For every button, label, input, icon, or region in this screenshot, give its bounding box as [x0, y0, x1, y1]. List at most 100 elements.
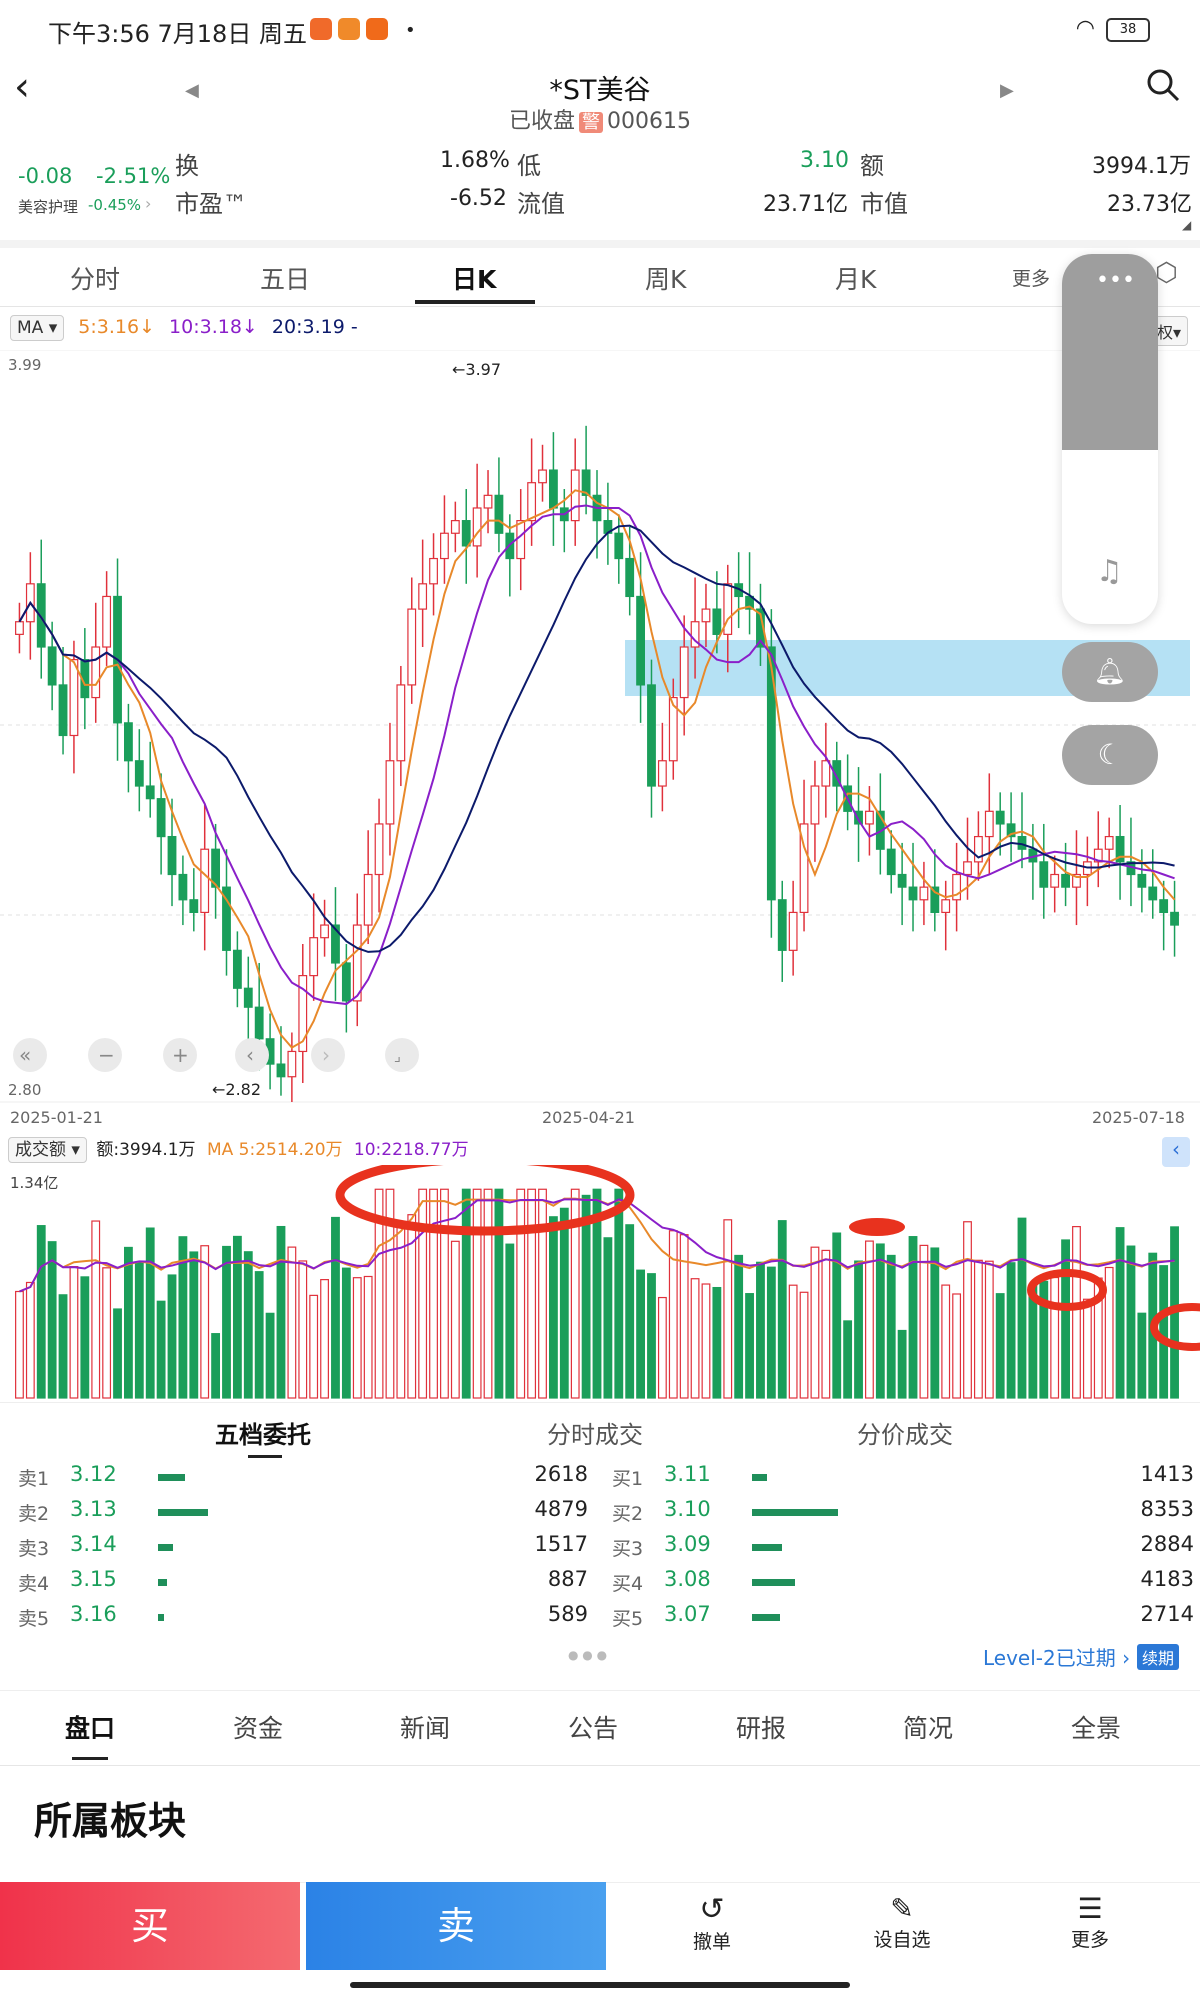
volume-bar — [963, 1221, 972, 1399]
volume-bar — [636, 1269, 646, 1399]
volume-bar — [309, 1294, 319, 1399]
adjust-chip[interactable]: 权▾ — [1150, 316, 1189, 346]
scroll-right-button[interactable] — [311, 1038, 345, 1072]
sell-row[interactable]: 卖3 3.14 1517 — [18, 1532, 588, 1564]
scroll-left-button[interactable] — [235, 1038, 269, 1072]
bell-icon[interactable]: 🔔︎ — [1062, 642, 1158, 702]
section-title: 所属板块 — [34, 1799, 187, 1843]
candle-body — [320, 924, 329, 939]
volume-bar — [200, 1245, 210, 1399]
buy-row[interactable]: 买4 3.08 4183 — [612, 1567, 1194, 1599]
buy-price: 3.11 — [664, 1462, 711, 1486]
back-icon[interactable]: ‹ — [14, 64, 30, 110]
prev-stock-icon[interactable]: ◀ — [185, 80, 199, 101]
rewind-button[interactable] — [13, 1038, 47, 1072]
ma5-value: 5:3.16↓ — [78, 316, 155, 338]
sell-row[interactable]: 卖5 3.16 589 — [18, 1602, 588, 1634]
buy-row[interactable]: 买5 3.07 2714 — [612, 1602, 1194, 1634]
candle-body — [254, 1006, 264, 1040]
tab-price-trades[interactable]: 分价成交 — [857, 1421, 953, 1449]
moon-icon[interactable]: ☾ — [1062, 725, 1158, 785]
volume-bar — [679, 1234, 689, 1399]
orderbook-tabs: 五档委托 分时成交 分价成交 — [0, 1402, 1200, 1459]
candle-body — [636, 595, 646, 686]
candle-body — [1115, 835, 1125, 863]
brightness-slider[interactable] — [1062, 254, 1158, 450]
buy-button[interactable]: 买 — [0, 1882, 300, 1970]
candle-body — [276, 1063, 286, 1078]
search-icon[interactable] — [1146, 68, 1180, 102]
sell-volume-bar — [158, 1579, 168, 1586]
candle-body — [538, 469, 547, 484]
buy-quantity: 1413 — [1140, 1462, 1194, 1486]
zoom-out-button[interactable] — [88, 1038, 122, 1072]
quote-strip: -0.08 -2.51% 美容护理 -0.45% › 换 1.68% 低 3.1… — [0, 138, 1200, 238]
ma10-value: 10:3.18↓ — [169, 316, 258, 338]
sell-button[interactable]: 卖 — [306, 1882, 606, 1970]
tab-research[interactable]: 研报 — [736, 1714, 787, 1743]
tab-announcements[interactable]: 公告 — [568, 1714, 619, 1743]
tab-minute[interactable]: 分时 — [70, 265, 121, 294]
ma-selector[interactable]: MA ▾ — [10, 315, 65, 341]
buy-quantity: 8353 — [1140, 1497, 1194, 1521]
collapse-panel-button[interactable]: ‹ — [1162, 1137, 1190, 1167]
volume-bar — [254, 1271, 264, 1399]
zoom-in-button[interactable] — [163, 1038, 197, 1072]
volume-y-top: 1.34亿 — [10, 1174, 59, 1192]
buy-volume-bar — [752, 1614, 781, 1621]
volume-bar — [80, 1276, 90, 1399]
music-note-icon[interactable]: ♫ — [1096, 554, 1123, 589]
sell-row[interactable]: 卖2 3.13 4879 — [18, 1497, 588, 1529]
kline-chart[interactable]: 3.99 2.80 ←3.97 ←2.82 2025-01-21 2025-04… — [0, 350, 1200, 1130]
candle-body — [363, 873, 373, 926]
volume-bar — [178, 1236, 188, 1399]
sector-name[interactable]: 美容护理 — [18, 198, 79, 216]
volume-bar — [69, 1265, 79, 1399]
candle-body — [222, 886, 231, 951]
tab-weekly-k[interactable]: 周K — [645, 265, 687, 294]
level2-link[interactable]: Level-2已过期 › — [983, 1646, 1131, 1670]
tab-more[interactable]: 更多 — [1012, 268, 1051, 290]
renew-badge[interactable]: 续期 — [1137, 1644, 1180, 1670]
add-watchlist-button[interactable]: ✎ 设自选 — [842, 1892, 962, 1952]
volume-selector[interactable]: 成交额 ▾ — [8, 1137, 87, 1163]
tab-profile[interactable]: 简况 — [903, 1714, 954, 1743]
tab-five-level[interactable]: 五档委托 — [215, 1421, 311, 1449]
floating-panel: ••• ♫ — [1062, 254, 1158, 624]
tab-monthly-k[interactable]: 月K — [835, 265, 877, 294]
tab-daily-k[interactable]: 日K — [452, 265, 497, 294]
volume-bar — [1050, 1276, 1060, 1399]
status-time: 下午3:56 7月18日 周五 — [48, 20, 307, 48]
tab-news[interactable]: 新闻 — [400, 1714, 451, 1743]
volume-selector-label: 成交额 — [15, 1140, 66, 1160]
sell-row[interactable]: 卖4 3.15 887 — [18, 1567, 588, 1599]
next-stock-icon[interactable]: ▶ — [1000, 80, 1014, 101]
tab-panel[interactable]: 盘口 — [65, 1714, 116, 1743]
buy-row[interactable]: 买2 3.10 8353 — [612, 1497, 1194, 1529]
buy-row[interactable]: 买1 3.11 1413 — [612, 1462, 1194, 1494]
volume-bar — [276, 1225, 286, 1399]
buy-row[interactable]: 买3 3.09 2884 — [612, 1532, 1194, 1564]
x-label-mid: 2025-04-21 — [542, 1108, 635, 1127]
candle-body — [777, 899, 787, 951]
volume-bar — [995, 1293, 1005, 1399]
settings-hex-icon[interactable]: ⬡ — [1155, 258, 1178, 288]
tab-funds[interactable]: 资金 — [233, 1714, 284, 1743]
tab-five-day[interactable]: 五日 — [260, 265, 311, 294]
candle-body — [625, 557, 635, 598]
more-dots-icon[interactable]: ••• — [1096, 268, 1135, 293]
sell-row[interactable]: 卖1 3.12 2618 — [18, 1462, 588, 1494]
sell-price: 3.13 — [70, 1497, 117, 1521]
mi-icon — [366, 18, 388, 40]
tab-overview[interactable]: 全景 — [1071, 1714, 1122, 1743]
volume-bar — [341, 1267, 351, 1399]
cancel-order-button[interactable]: ↺ 撤单 — [652, 1892, 772, 1954]
mcap-label: 市值 — [860, 190, 908, 218]
candle-body — [494, 494, 504, 534]
sell-volume-bar — [158, 1614, 165, 1621]
fullscreen-button[interactable] — [385, 1038, 419, 1072]
tab-tick-trades[interactable]: 分时成交 — [547, 1421, 643, 1449]
float-value: 23.71亿 — [763, 192, 848, 217]
sell-quantity: 2618 — [534, 1462, 588, 1486]
more-button[interactable]: ☰ 更多 — [1030, 1892, 1150, 1952]
